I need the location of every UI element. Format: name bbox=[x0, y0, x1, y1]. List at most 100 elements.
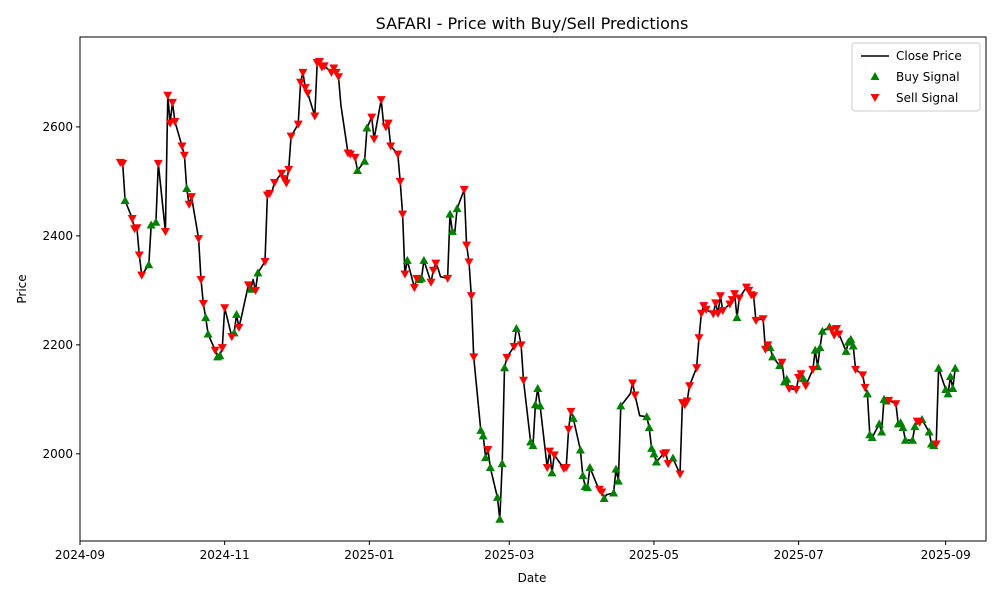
buy-signal-marker bbox=[948, 383, 958, 392]
sell-signal-marker bbox=[184, 200, 194, 209]
sell-signal-marker bbox=[198, 299, 208, 308]
sell-signal-marker bbox=[196, 275, 206, 284]
buy-signal-marker bbox=[533, 383, 543, 392]
sell-signal-marker bbox=[177, 142, 187, 151]
sell-signal-marker bbox=[763, 341, 773, 350]
sell-signal-marker bbox=[628, 379, 638, 388]
sell-signal-marker bbox=[663, 460, 673, 469]
sell-signal-marker bbox=[744, 286, 754, 295]
legend-buy-swatch bbox=[870, 72, 880, 80]
sell-signal-marker bbox=[376, 96, 386, 105]
buy-signal-marker bbox=[478, 431, 488, 440]
chart-title: SAFARI - Price with Buy/Sell Predictions bbox=[376, 14, 689, 33]
buy-signal-marker bbox=[775, 361, 785, 370]
sell-signal-marker bbox=[597, 488, 607, 497]
sell-signal-marker bbox=[298, 68, 308, 77]
buy-signal-marker bbox=[583, 483, 593, 492]
buy-signal-marker bbox=[841, 346, 851, 355]
sell-signal-marker bbox=[564, 425, 574, 434]
buy-signal-marker bbox=[419, 255, 429, 264]
sell-signal-marker bbox=[428, 266, 438, 275]
buy-signal-marker bbox=[644, 423, 654, 432]
sell-signal-marker bbox=[509, 342, 519, 351]
sell-signal-marker bbox=[284, 165, 294, 174]
buy-signal-marker bbox=[246, 284, 256, 293]
sell-signal-marker bbox=[469, 353, 479, 362]
sell-signal-marker bbox=[153, 159, 163, 168]
sell-signal-marker bbox=[412, 274, 422, 283]
sell-signal-marker bbox=[519, 376, 529, 385]
sell-signal-marker bbox=[516, 341, 526, 350]
buy-signal-marker bbox=[402, 255, 412, 264]
buy-signal-marker bbox=[810, 345, 820, 354]
buy-signal-marker bbox=[511, 324, 521, 333]
sell-signal-marker bbox=[134, 251, 144, 260]
buy-signal-marker bbox=[215, 351, 225, 360]
sell-signal-marker bbox=[860, 383, 870, 392]
sell-signal-marker bbox=[777, 358, 787, 367]
legend-frame bbox=[851, 42, 981, 112]
sell-signal-marker bbox=[345, 150, 355, 159]
x-axis-label: Date bbox=[518, 571, 547, 585]
y-tick-label: 2000 bbox=[42, 447, 73, 461]
sell-signal-marker bbox=[170, 117, 180, 126]
sell-signal-marker bbox=[734, 294, 744, 303]
y-tick-label: 2600 bbox=[42, 120, 73, 134]
legend-label-sell-signal: Sell Signal bbox=[896, 91, 958, 105]
sell-signal-marker bbox=[858, 371, 868, 380]
buy-signal-marker bbox=[201, 313, 211, 322]
sell-signal-marker bbox=[884, 396, 894, 405]
sell-signal-marker bbox=[701, 305, 711, 314]
series-layer bbox=[115, 58, 960, 523]
buy-signal-marker bbox=[815, 343, 825, 352]
sell-signal-marker bbox=[751, 316, 761, 325]
buy-signal-marker bbox=[649, 449, 659, 458]
x-tick-label: 2025-05 bbox=[629, 548, 679, 562]
sell-signal-marker bbox=[293, 120, 303, 129]
legend-label-buy-signal: Buy Signal bbox=[896, 70, 960, 84]
buy-signal-marker bbox=[575, 445, 585, 454]
sell-signal-marker bbox=[426, 278, 436, 287]
sell-signal-marker bbox=[630, 391, 640, 400]
sell-signal-marker bbox=[296, 78, 306, 87]
sell-signal-marker bbox=[331, 68, 341, 77]
buy-signal-marker bbox=[528, 441, 538, 450]
sell-signal-marker bbox=[715, 292, 725, 301]
x-tick-label: 2024-09 bbox=[55, 548, 105, 562]
sell-signal-marker bbox=[220, 304, 230, 313]
sell-signal-marker bbox=[400, 270, 410, 279]
buy-signal-marker bbox=[447, 227, 457, 236]
sell-signal-marker bbox=[179, 151, 189, 160]
sell-signal-marker bbox=[561, 463, 571, 472]
sell-signal-marker bbox=[694, 334, 704, 343]
plot-area bbox=[80, 37, 986, 541]
sell-signal-marker bbox=[692, 364, 702, 373]
sell-signal-marker bbox=[661, 449, 671, 458]
sell-signal-marker bbox=[383, 119, 393, 128]
sell-signal-marker bbox=[549, 451, 559, 460]
buy-signal-marker bbox=[146, 220, 156, 229]
sell-signal-marker bbox=[796, 370, 806, 379]
buy-signal-marker bbox=[452, 204, 462, 213]
sell-signal-marker bbox=[483, 445, 493, 454]
x-tick-label: 2025-01 bbox=[344, 548, 394, 562]
sell-signal-marker bbox=[217, 344, 227, 353]
buy-signal-marker bbox=[732, 313, 742, 322]
sell-signal-marker bbox=[459, 186, 469, 195]
sell-signal-marker bbox=[545, 447, 555, 456]
y-tick-label: 2200 bbox=[42, 338, 73, 352]
sell-signal-marker bbox=[386, 142, 396, 151]
sell-signal-marker bbox=[784, 384, 794, 393]
sell-signal-marker bbox=[685, 382, 695, 391]
buy-signal-marker bbox=[585, 462, 595, 471]
sell-signal-marker bbox=[395, 177, 405, 186]
buy-signal-marker bbox=[232, 309, 242, 318]
sell-signal-marker bbox=[566, 407, 576, 416]
sell-signal-marker bbox=[300, 84, 310, 93]
buy-signal-marker bbox=[950, 363, 960, 372]
sell-signal-marker bbox=[118, 159, 128, 168]
sell-signal-marker bbox=[329, 64, 339, 73]
buy-signal-marker bbox=[535, 401, 545, 410]
buy-signal-marker bbox=[611, 464, 621, 473]
